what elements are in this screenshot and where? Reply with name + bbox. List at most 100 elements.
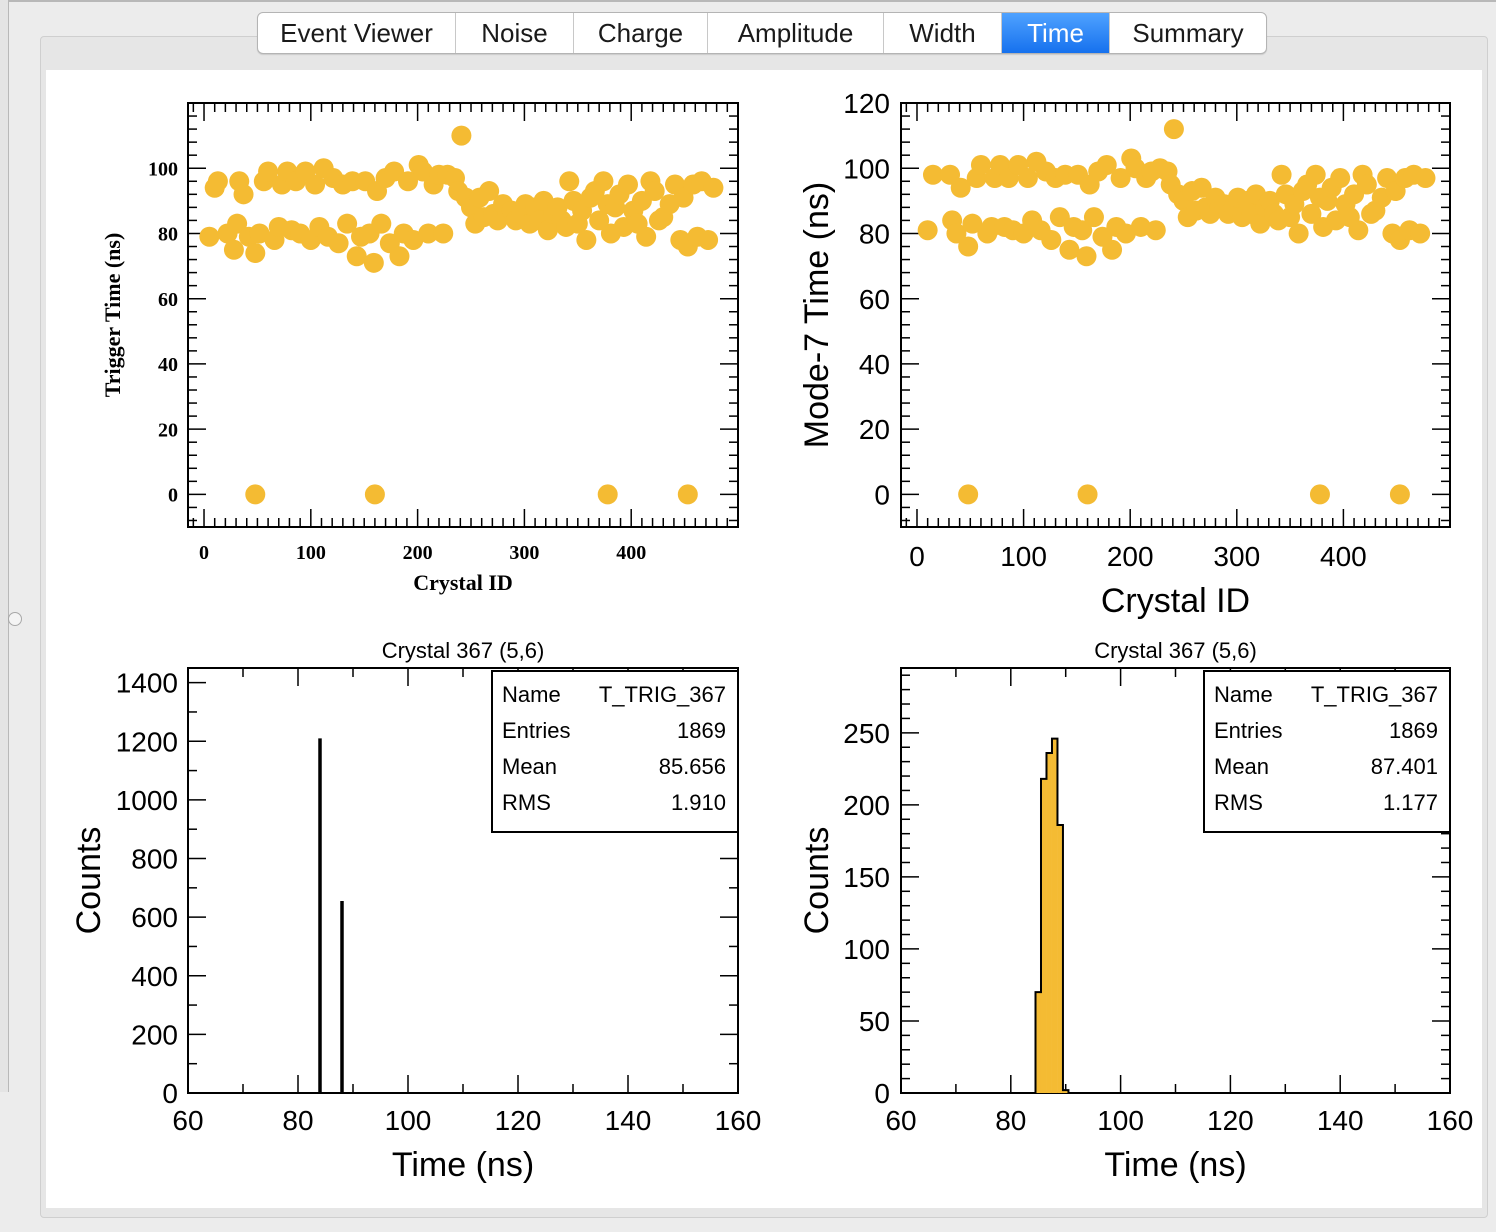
data-point: [1163, 119, 1184, 140]
tab-time[interactable]: Time: [1002, 13, 1110, 53]
tab-width[interactable]: Width: [884, 13, 1002, 53]
histogram-bin: [1035, 992, 1041, 1093]
data-point: [258, 161, 279, 182]
stats-key: Name: [502, 682, 561, 707]
x-tick-label: 300: [509, 542, 539, 564]
x-tick-label: 100: [1000, 541, 1047, 572]
y-tick-label: 50: [859, 1006, 890, 1037]
x-tick-label: 160: [1427, 1105, 1474, 1136]
x-tick-label: 140: [1317, 1105, 1364, 1136]
x-tick-label: 120: [495, 1105, 542, 1136]
y-axis-label: Counts: [70, 827, 108, 935]
data-point: [970, 154, 991, 175]
x-tick-label: 80: [282, 1105, 313, 1136]
y-tick-label: 600: [131, 902, 178, 933]
x-axis-label: Time (ns): [1104, 1146, 1246, 1184]
data-point: [593, 171, 614, 192]
x-tick-label: 400: [1320, 541, 1367, 572]
trigger-time-scatter-pad[interactable]: 0 100 200 300 400 0 20 40 60 80 100 Crystal ID Trigg…: [100, 102, 739, 595]
data-point: [597, 484, 618, 505]
data-point: [305, 174, 326, 195]
data-point: [589, 210, 610, 231]
data-point: [537, 220, 558, 241]
stats-box: [491, 670, 739, 833]
data-point: [1059, 239, 1080, 260]
data-point: [698, 229, 719, 250]
data-point: [389, 246, 410, 267]
plot-frame: [187, 102, 739, 528]
stats-key: Mean: [502, 754, 557, 779]
data-point: [1077, 484, 1098, 505]
data-point: [1017, 168, 1038, 189]
data-point: [207, 171, 228, 192]
trigger-time-histogram-pad[interactable]: 60 80 100 120 140 160 0 200 400 600 800 1000 1200 140…: [70, 638, 761, 1184]
histogram-outline: [1034, 737, 1070, 1093]
x-tick-label: 120: [1207, 1105, 1254, 1136]
tab-amplitude[interactable]: Amplitude: [708, 13, 884, 53]
histogram-bin: [1051, 738, 1058, 1093]
data-point: [1102, 239, 1123, 260]
data-point: [346, 246, 367, 267]
data-point: [227, 213, 248, 234]
data-point: [398, 171, 418, 192]
data-point: [1410, 223, 1431, 244]
data-point: [1072, 220, 1093, 241]
stats-value: 87.401: [1371, 754, 1438, 779]
data-point: [1250, 213, 1271, 234]
y-tick-label: 800: [131, 844, 178, 875]
data-point: [946, 223, 967, 244]
data-point: [1041, 229, 1062, 250]
data-point: [958, 484, 979, 505]
mode7-time-scatter-pad[interactable]: 0 100 200 300 400 0 20 40 60 80 100 120 Crystal ID Mo…: [798, 88, 1451, 620]
y-tick-label: 0: [162, 1078, 178, 1109]
data-point: [1096, 154, 1117, 175]
y-tick-label: 60: [158, 289, 178, 311]
y-tick-label: 1000: [116, 785, 178, 816]
stats-value: T_TRIG_367: [599, 682, 726, 707]
tab-event-viewer[interactable]: Event Viewer: [258, 13, 456, 53]
histogram-bin: [1040, 778, 1047, 1093]
x-tick-label: 160: [715, 1105, 762, 1136]
data-point: [1110, 168, 1131, 189]
y-tick-label: 80: [158, 224, 178, 246]
tab-charge[interactable]: Charge: [574, 13, 708, 53]
plot-frame: [900, 102, 1451, 528]
y-tick-label: 20: [859, 414, 890, 445]
y-tick-label: 0: [168, 485, 178, 507]
data-point: [1115, 223, 1136, 244]
stats-key: Entries: [1214, 718, 1282, 743]
data-point: [1309, 484, 1330, 505]
x-tick-label: 100: [385, 1105, 432, 1136]
data-point: [1130, 216, 1151, 237]
split-pane-handle[interactable]: [8, 612, 22, 626]
x-tick-label: 140: [605, 1105, 652, 1136]
data-point: [451, 125, 472, 146]
data-point: [233, 184, 254, 205]
data-point: [328, 233, 349, 254]
y-tick-label: 1200: [116, 726, 178, 757]
data-point: [199, 226, 220, 247]
data-point: [418, 223, 439, 244]
data-point: [337, 213, 358, 234]
mode7-time-histogram-pad[interactable]: 60 80 100 120 140 160 0 50 100 150 200 250 Time (ns)…: [798, 638, 1473, 1184]
tab-summary[interactable]: Summary: [1132, 18, 1244, 48]
data-point: [1415, 168, 1436, 189]
x-tick-label: 60: [172, 1105, 203, 1136]
tab-noise[interactable]: Noise: [456, 13, 574, 53]
data-point: [433, 223, 454, 244]
data-point: [1191, 177, 1212, 198]
y-tick-label: 40: [158, 354, 178, 376]
stats-key: Entries: [502, 718, 570, 743]
stats-value: 85.656: [659, 754, 726, 779]
data-point: [245, 484, 266, 505]
data-point: [618, 174, 638, 195]
data-point: [636, 226, 657, 247]
stats-value: 1.177: [1383, 790, 1438, 815]
y-tick-label: 0: [874, 479, 890, 510]
x-axis-label: Crystal ID: [1101, 582, 1250, 620]
x-tick-label: 60: [885, 1105, 916, 1136]
y-tick-label: 100: [148, 158, 178, 180]
data-point: [962, 213, 983, 234]
data-point: [958, 236, 979, 257]
